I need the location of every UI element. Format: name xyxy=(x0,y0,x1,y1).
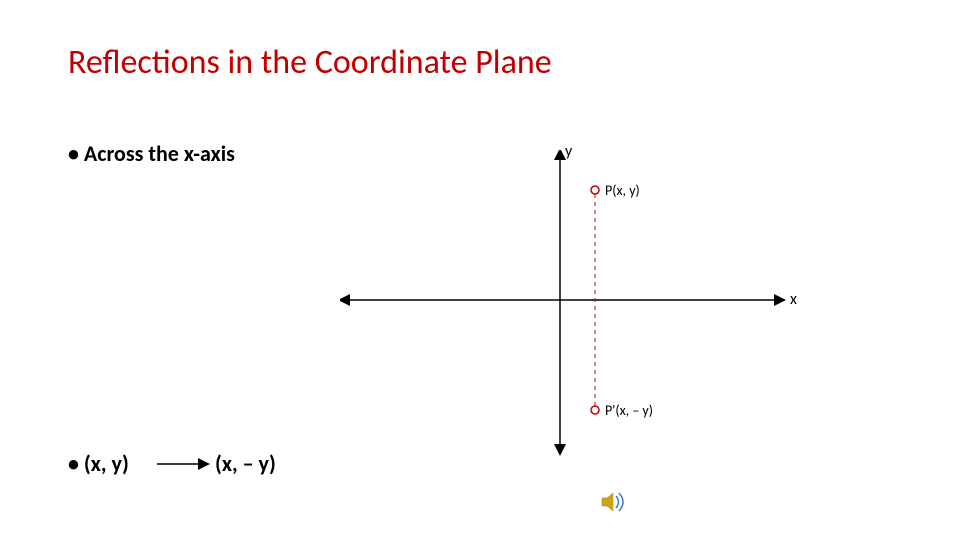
bullet-mapping-to: (x, – y) xyxy=(215,450,276,477)
bullet-mapping-from: • (x, y) xyxy=(68,450,129,477)
speaker-icon[interactable] xyxy=(600,490,628,519)
point-p-prime xyxy=(591,406,599,414)
x-axis-label: x xyxy=(790,290,797,309)
point-p-prime-label: P'(x, – y) xyxy=(605,402,653,419)
y-axis-label: y xyxy=(565,142,572,161)
maps-to-arrow xyxy=(155,455,215,473)
point-p-label: P(x, y) xyxy=(605,182,640,199)
slide-title: Reflections in the Coordinate Plane xyxy=(68,42,552,83)
point-p xyxy=(591,186,599,194)
slide: Reflections in the Coordinate Plane • Ac… xyxy=(0,0,960,540)
axes-svg xyxy=(340,150,810,460)
coordinate-diagram: y x P(x, y) P'(x, – y) xyxy=(340,150,810,465)
bullet-across-x-axis: • Across the x-axis xyxy=(68,140,235,167)
